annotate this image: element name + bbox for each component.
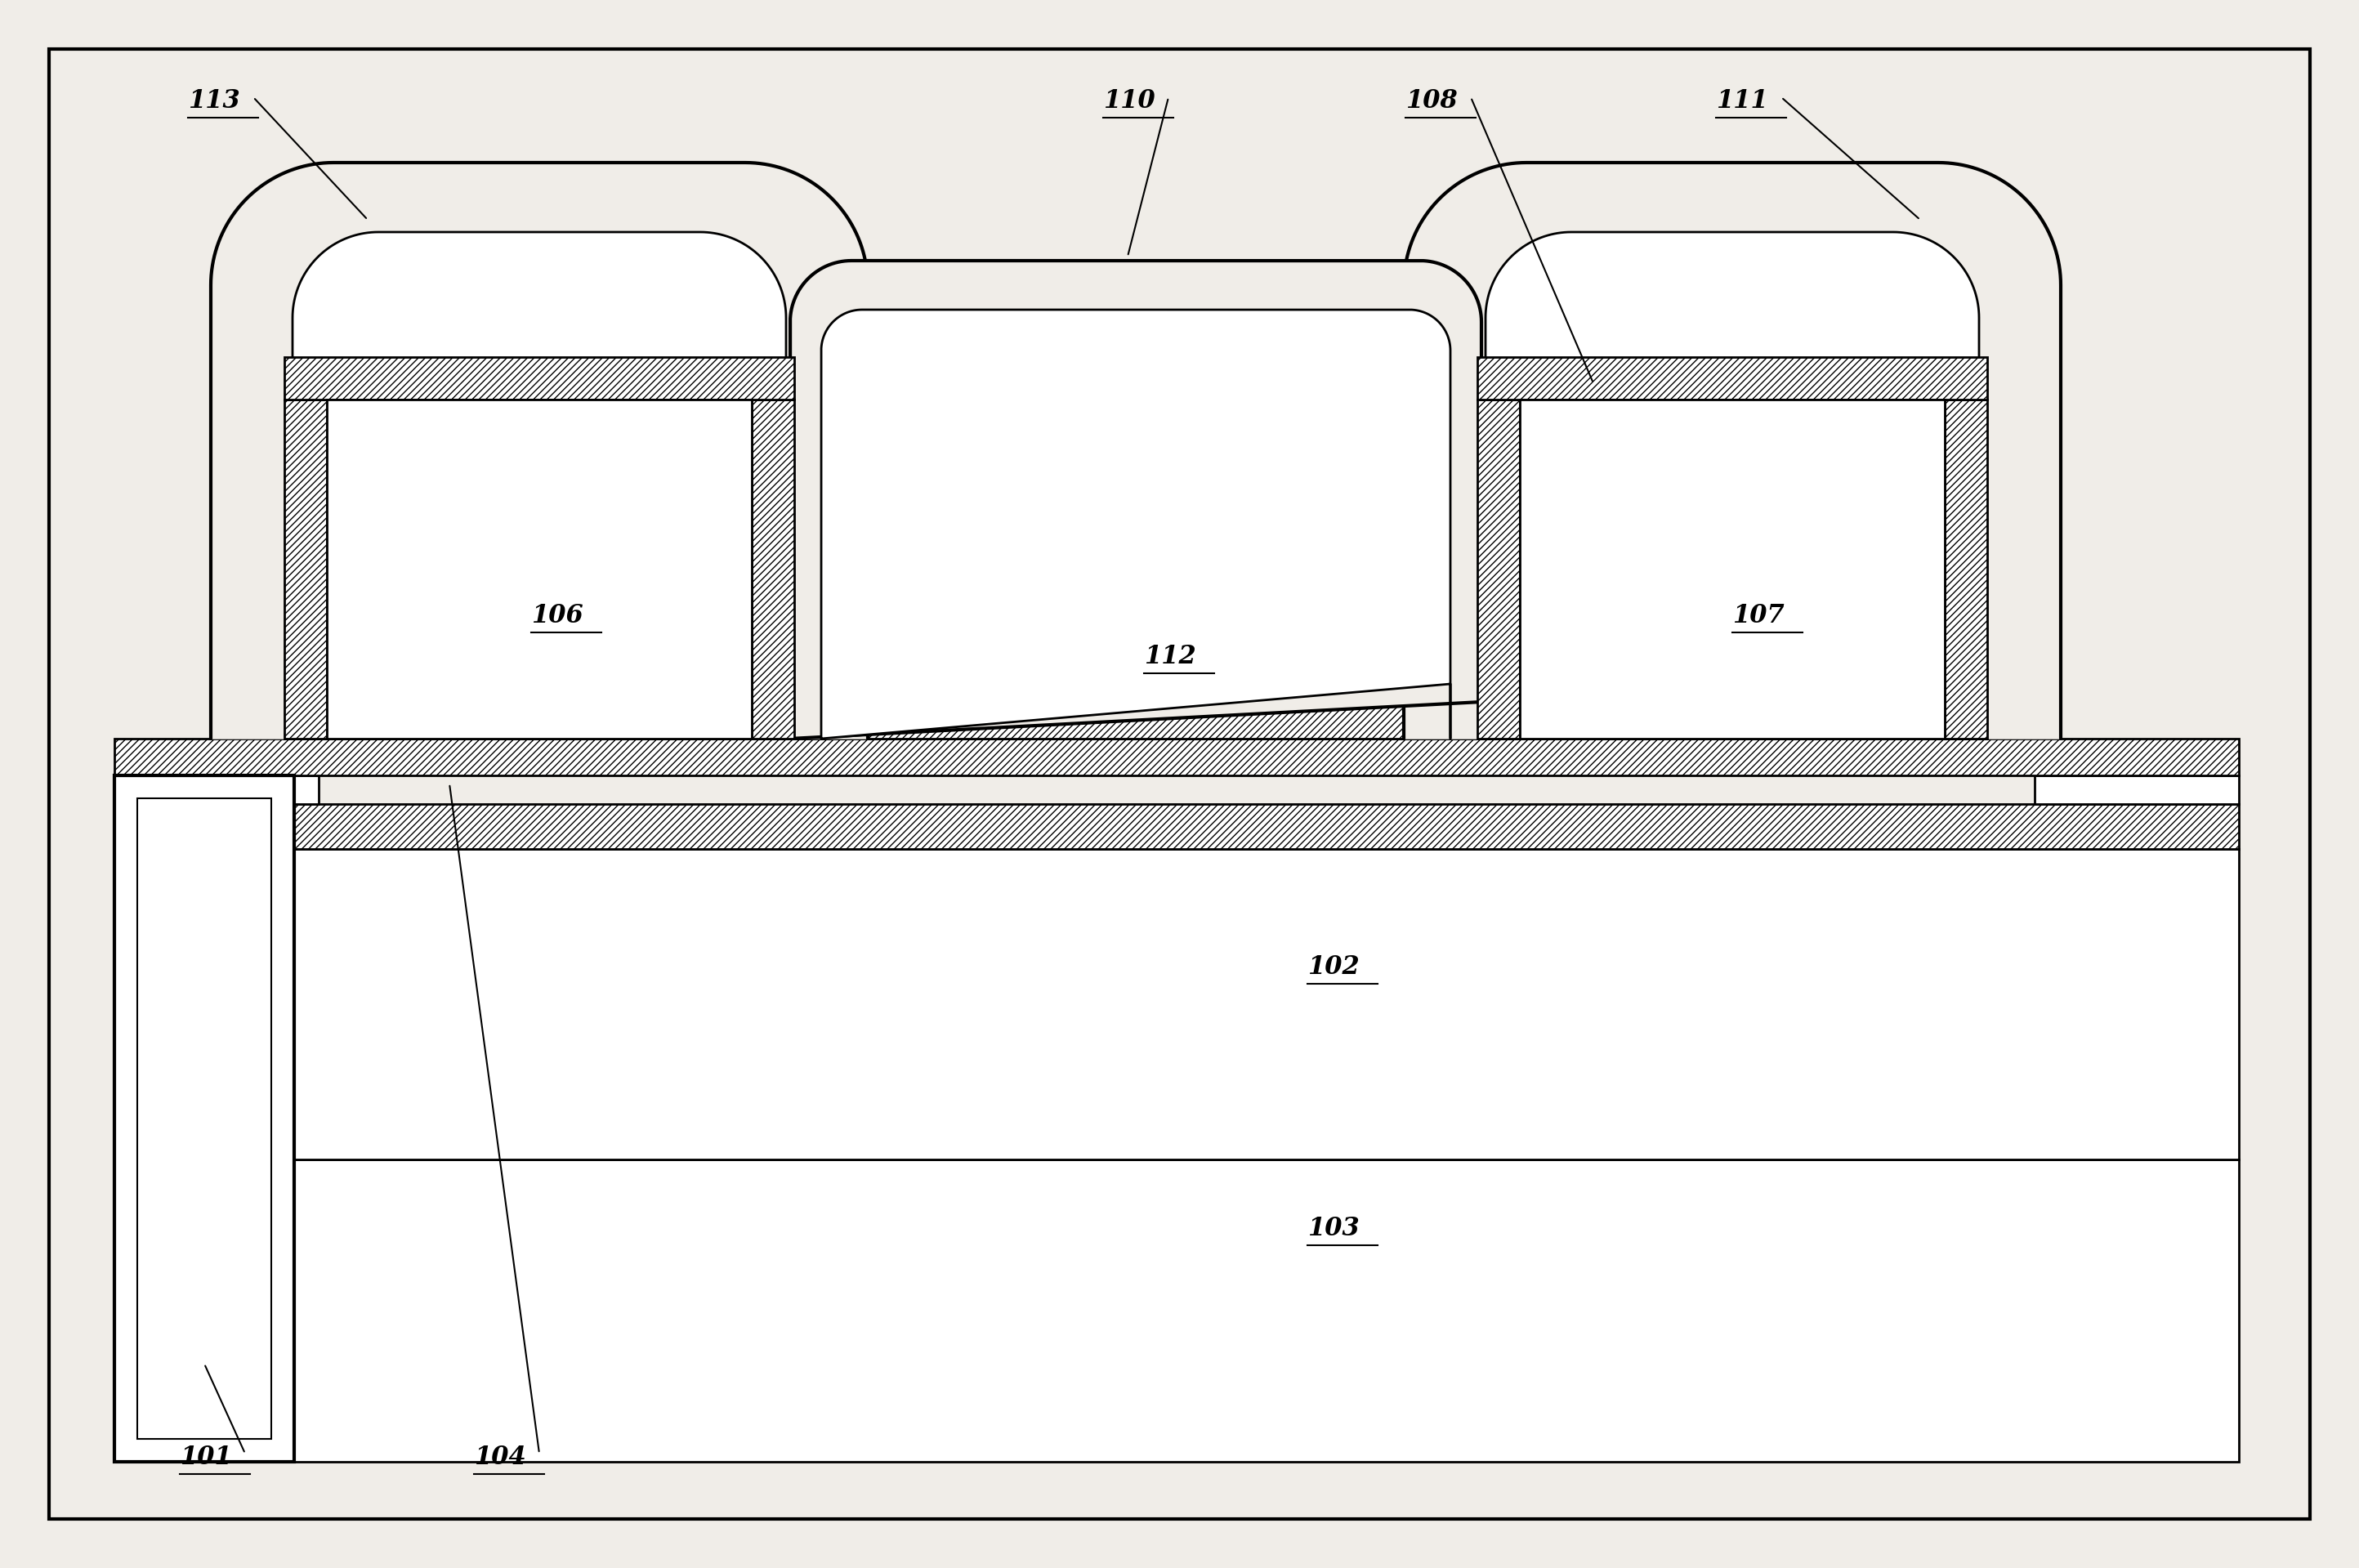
Bar: [753, 400, 795, 739]
Bar: [285, 400, 328, 739]
Bar: [285, 358, 795, 400]
Bar: [328, 400, 753, 739]
Bar: [113, 848, 2239, 1159]
Polygon shape: [210, 163, 868, 739]
Bar: [1519, 400, 1944, 739]
Bar: [1477, 358, 1986, 400]
Text: 111: 111: [1715, 88, 1767, 113]
Bar: [113, 739, 2239, 776]
Bar: [285, 400, 328, 739]
Text: 103: 103: [1307, 1215, 1359, 1242]
Text: 102: 102: [1307, 955, 1359, 980]
Text: 108: 108: [1406, 88, 1458, 113]
Polygon shape: [790, 260, 1481, 739]
Polygon shape: [1486, 232, 1979, 739]
Text: 112: 112: [1144, 644, 1196, 670]
Bar: [1944, 400, 1986, 739]
Polygon shape: [1404, 163, 2062, 739]
Text: 106: 106: [531, 604, 583, 629]
Bar: [113, 776, 318, 804]
Bar: [1519, 400, 1944, 739]
Bar: [2033, 776, 2239, 804]
Polygon shape: [293, 232, 786, 739]
Bar: [113, 804, 2239, 848]
Text: 104: 104: [474, 1444, 526, 1469]
Bar: [328, 400, 753, 739]
Bar: [795, 702, 1477, 739]
Text: 101: 101: [179, 1444, 231, 1469]
Bar: [1477, 400, 1519, 739]
Bar: [328, 400, 753, 739]
Bar: [285, 358, 795, 400]
Bar: [137, 798, 271, 1439]
Text: 107: 107: [1732, 604, 1783, 629]
Bar: [1477, 400, 1519, 739]
Bar: [753, 400, 795, 739]
Bar: [113, 1159, 2239, 1461]
Bar: [1477, 358, 1986, 400]
Bar: [1944, 400, 1986, 739]
Bar: [113, 776, 295, 1461]
Bar: [1519, 400, 1944, 739]
Polygon shape: [821, 309, 1451, 739]
Text: 113: 113: [189, 88, 241, 113]
Text: 110: 110: [1104, 88, 1156, 113]
